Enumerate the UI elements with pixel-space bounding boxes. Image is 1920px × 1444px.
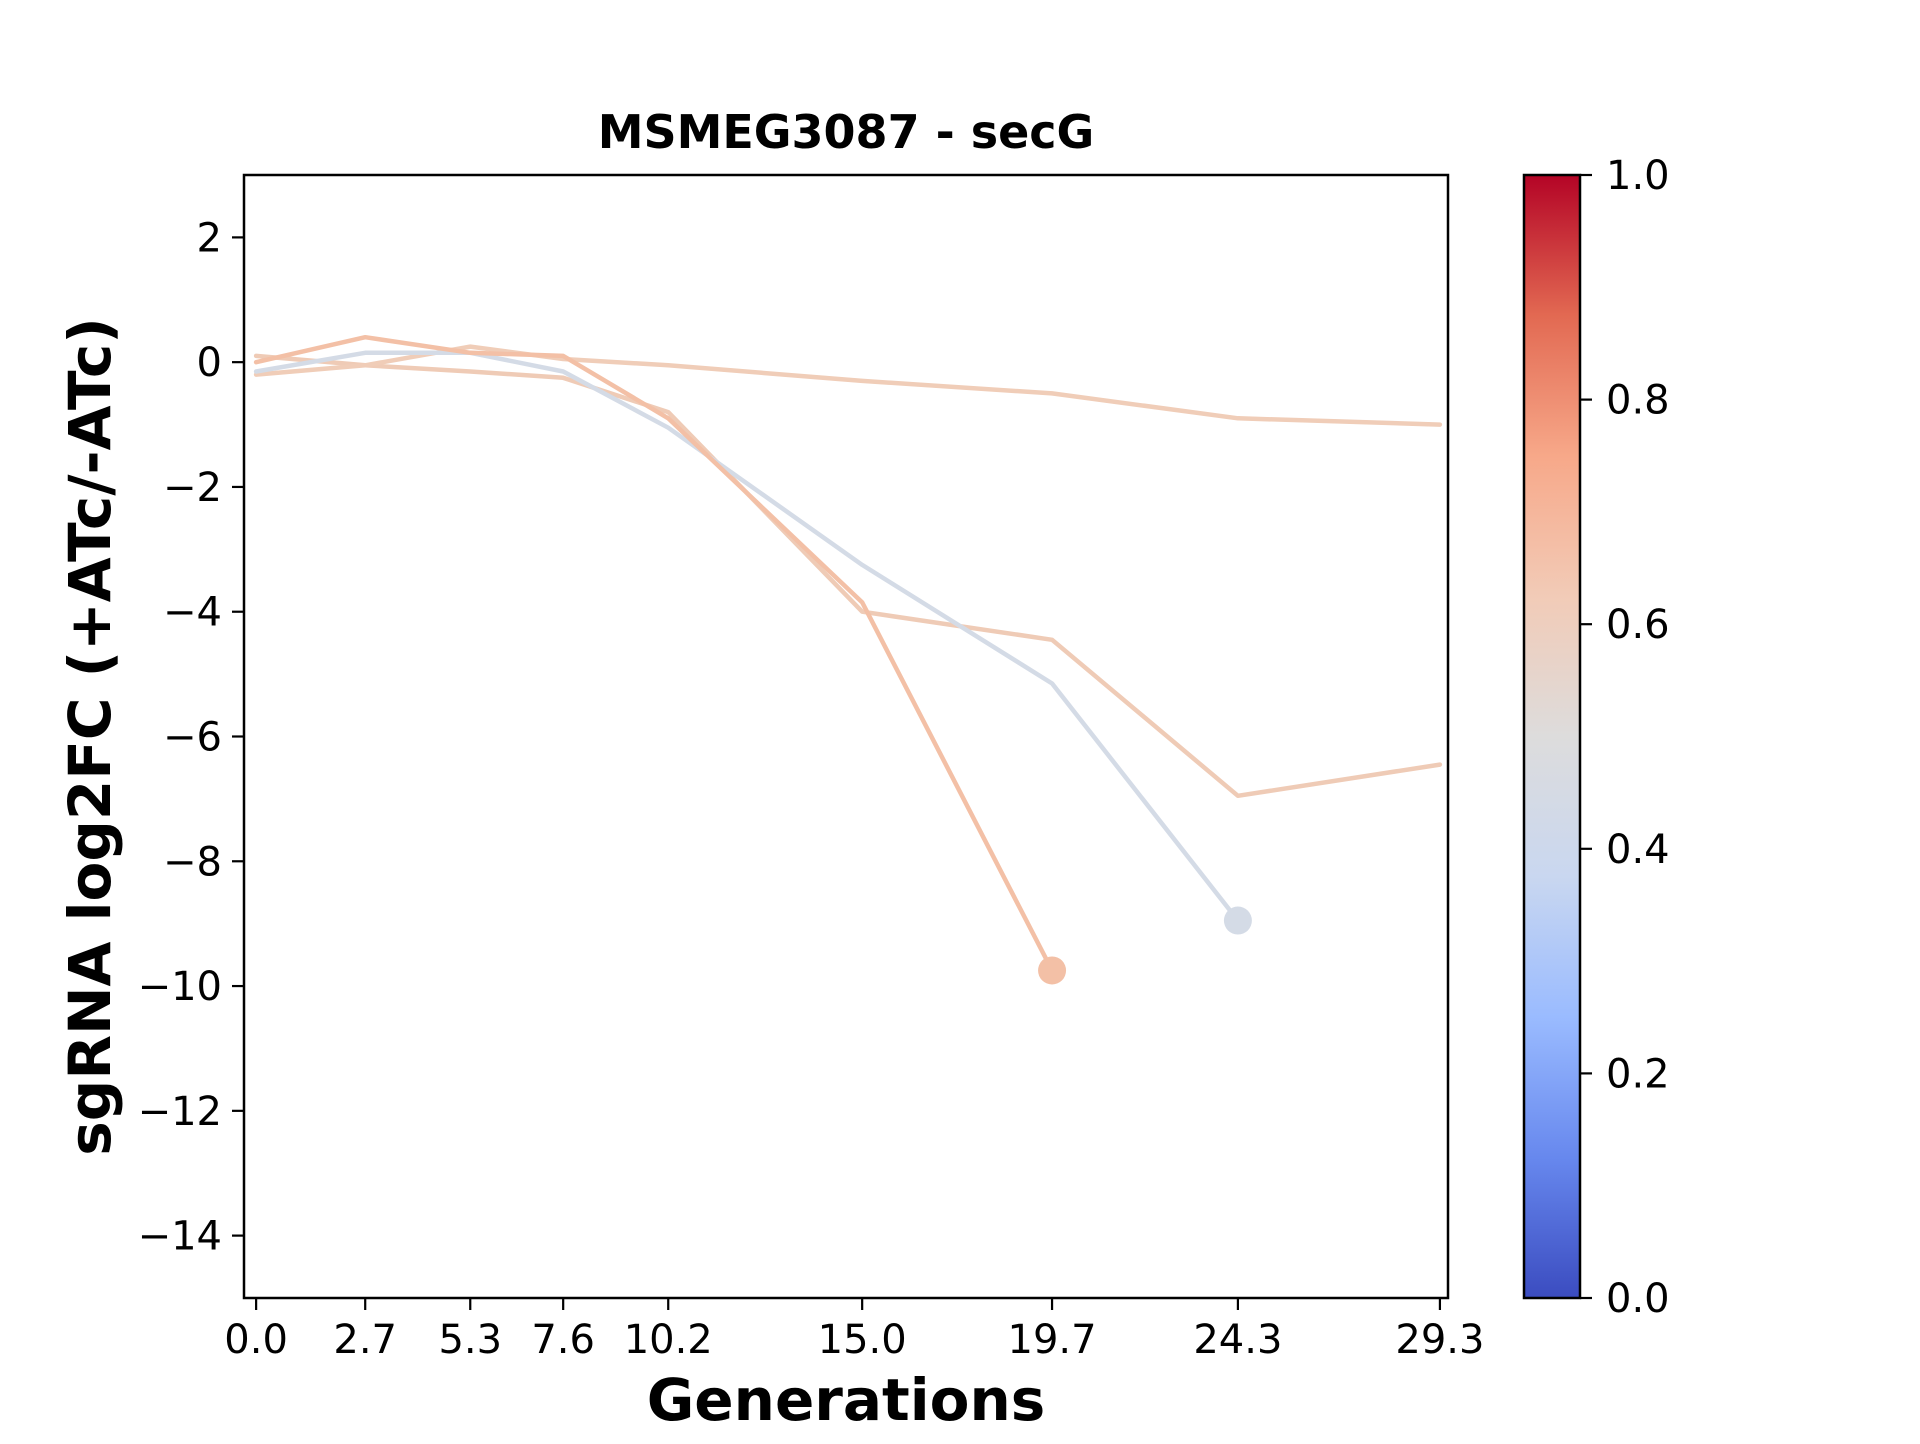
series-layer (253, 334, 1443, 985)
y-tick-label: −12 (138, 1089, 222, 1135)
colorbar: 0.0 0.2 0.4 0.6 0.8 1.0 (1522, 153, 1670, 1322)
y-axis-title: sgRNA log2FC (+ATc/-ATc) (56, 317, 124, 1155)
colorbar-tick-label: 0.8 (1606, 378, 1670, 424)
y-tick-label: −10 (138, 964, 222, 1010)
series-line-3 (253, 350, 1241, 923)
series-end-marker-3 (1223, 906, 1252, 935)
y-tick-label: 2 (197, 215, 222, 261)
y-tick-label: 0 (197, 340, 222, 386)
colorbar-gradient (1522, 173, 1582, 1300)
chart-title: MSMEG3087 - secG (598, 105, 1095, 159)
y-axis: 2 0 −2 −4 −6 −8 −10 −12 −14 (138, 215, 244, 1260)
x-tick-label: 10.2 (624, 1317, 713, 1363)
series-line-1 (253, 353, 1443, 799)
series-line-4 (253, 334, 1055, 973)
y-tick-label: −14 (138, 1214, 222, 1260)
colorbar-tick-label: 0.0 (1606, 1276, 1670, 1322)
x-tick-label: 2.7 (333, 1317, 397, 1363)
x-axis: 0.0 2.7 5.3 7.6 10.2 15.0 19.7 24.3 29.3 (224, 1298, 1484, 1363)
x-tick-label: 15.0 (818, 1317, 907, 1363)
colorbar-tick-label: 0.6 (1606, 602, 1670, 648)
x-axis-title: Generations (647, 1366, 1046, 1434)
x-tick-label: 29.3 (1395, 1317, 1484, 1363)
series-end-marker-4 (1038, 956, 1067, 985)
x-tick-label: 19.7 (1008, 1317, 1097, 1363)
colorbar-tick-label: 1.0 (1606, 153, 1670, 199)
plot-frame (242, 173, 1450, 1300)
x-tick-label: 0.0 (224, 1317, 288, 1363)
y-tick-label: −2 (163, 465, 222, 511)
x-tick-label: 5.3 (438, 1317, 502, 1363)
y-tick-label: −8 (163, 839, 222, 885)
series-line-2 (253, 344, 1443, 427)
colorbar-tick-label: 0.2 (1606, 1051, 1670, 1097)
y-tick-label: −4 (163, 590, 222, 636)
y-tick-label: −6 (163, 715, 222, 761)
colorbar-tick-label: 0.4 (1606, 827, 1670, 873)
x-tick-label: 7.6 (531, 1317, 595, 1363)
x-tick-label: 24.3 (1193, 1317, 1282, 1363)
